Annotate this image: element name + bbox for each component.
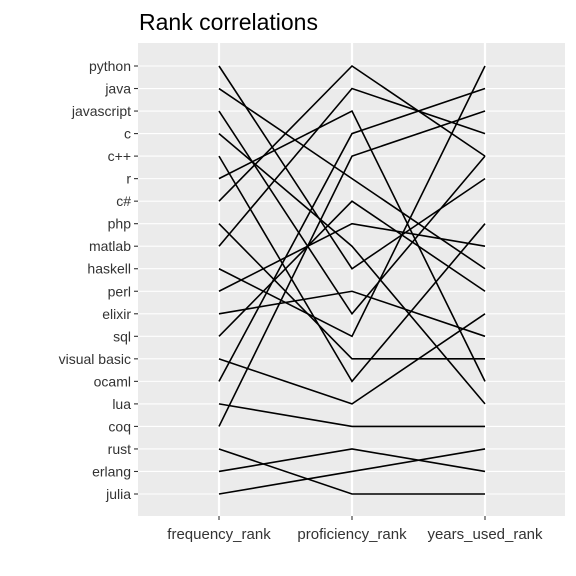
series-line-15 bbox=[218, 403, 485, 428]
y-tick-label: c bbox=[124, 126, 131, 142]
x-tick-label: years_used_rank bbox=[427, 526, 543, 543]
y-tick-label: c# bbox=[116, 193, 131, 209]
series-line-16 bbox=[218, 110, 486, 427]
y-tick-label: matlab bbox=[89, 238, 131, 254]
y-tick-label: haskell bbox=[87, 261, 131, 277]
y-tick-label: ocaml bbox=[94, 373, 131, 389]
chart-title: Rank correlations bbox=[139, 9, 318, 35]
series-line-2 bbox=[218, 110, 486, 316]
series-line-19 bbox=[218, 448, 486, 495]
series-line-12 bbox=[218, 200, 486, 337]
x-axis: frequency_rank proficiency_rank years_used… bbox=[167, 516, 543, 543]
x-tick-label: frequency_rank bbox=[167, 526, 271, 543]
y-tick-label: visual basic bbox=[59, 351, 131, 367]
y-tick-label: sql bbox=[113, 328, 131, 344]
y-tick-label: elixir bbox=[102, 306, 131, 322]
series-line-11 bbox=[218, 290, 486, 338]
series-line-8 bbox=[218, 87, 486, 247]
y-tick-label: java bbox=[104, 81, 131, 97]
y-tick-label: javascript bbox=[71, 103, 131, 119]
y-tick-label: r bbox=[126, 171, 131, 187]
y-tick-label: php bbox=[108, 216, 132, 232]
y-tick-label: julia bbox=[105, 486, 131, 502]
y-tick-label: perl bbox=[108, 283, 131, 299]
y-tick-label: erlang bbox=[92, 463, 131, 479]
series-line-3 bbox=[218, 132, 486, 405]
series-line-4 bbox=[218, 155, 486, 383]
y-tick-label: rust bbox=[108, 441, 131, 457]
series-lines bbox=[218, 64, 486, 495]
y-tick-label: python bbox=[89, 58, 131, 74]
x-tick-label: proficiency_rank bbox=[297, 526, 407, 543]
y-tick-label: lua bbox=[112, 396, 131, 412]
series-line-14 bbox=[218, 87, 486, 382]
y-tick-label: c++ bbox=[108, 148, 131, 164]
y-tick-label: coq bbox=[108, 418, 131, 434]
series-line-13 bbox=[218, 313, 486, 405]
series-line-18 bbox=[218, 448, 486, 473]
y-axis: python java javascript c c++ r c# php matlab hask… bbox=[59, 58, 138, 502]
series-line-10 bbox=[218, 222, 486, 292]
